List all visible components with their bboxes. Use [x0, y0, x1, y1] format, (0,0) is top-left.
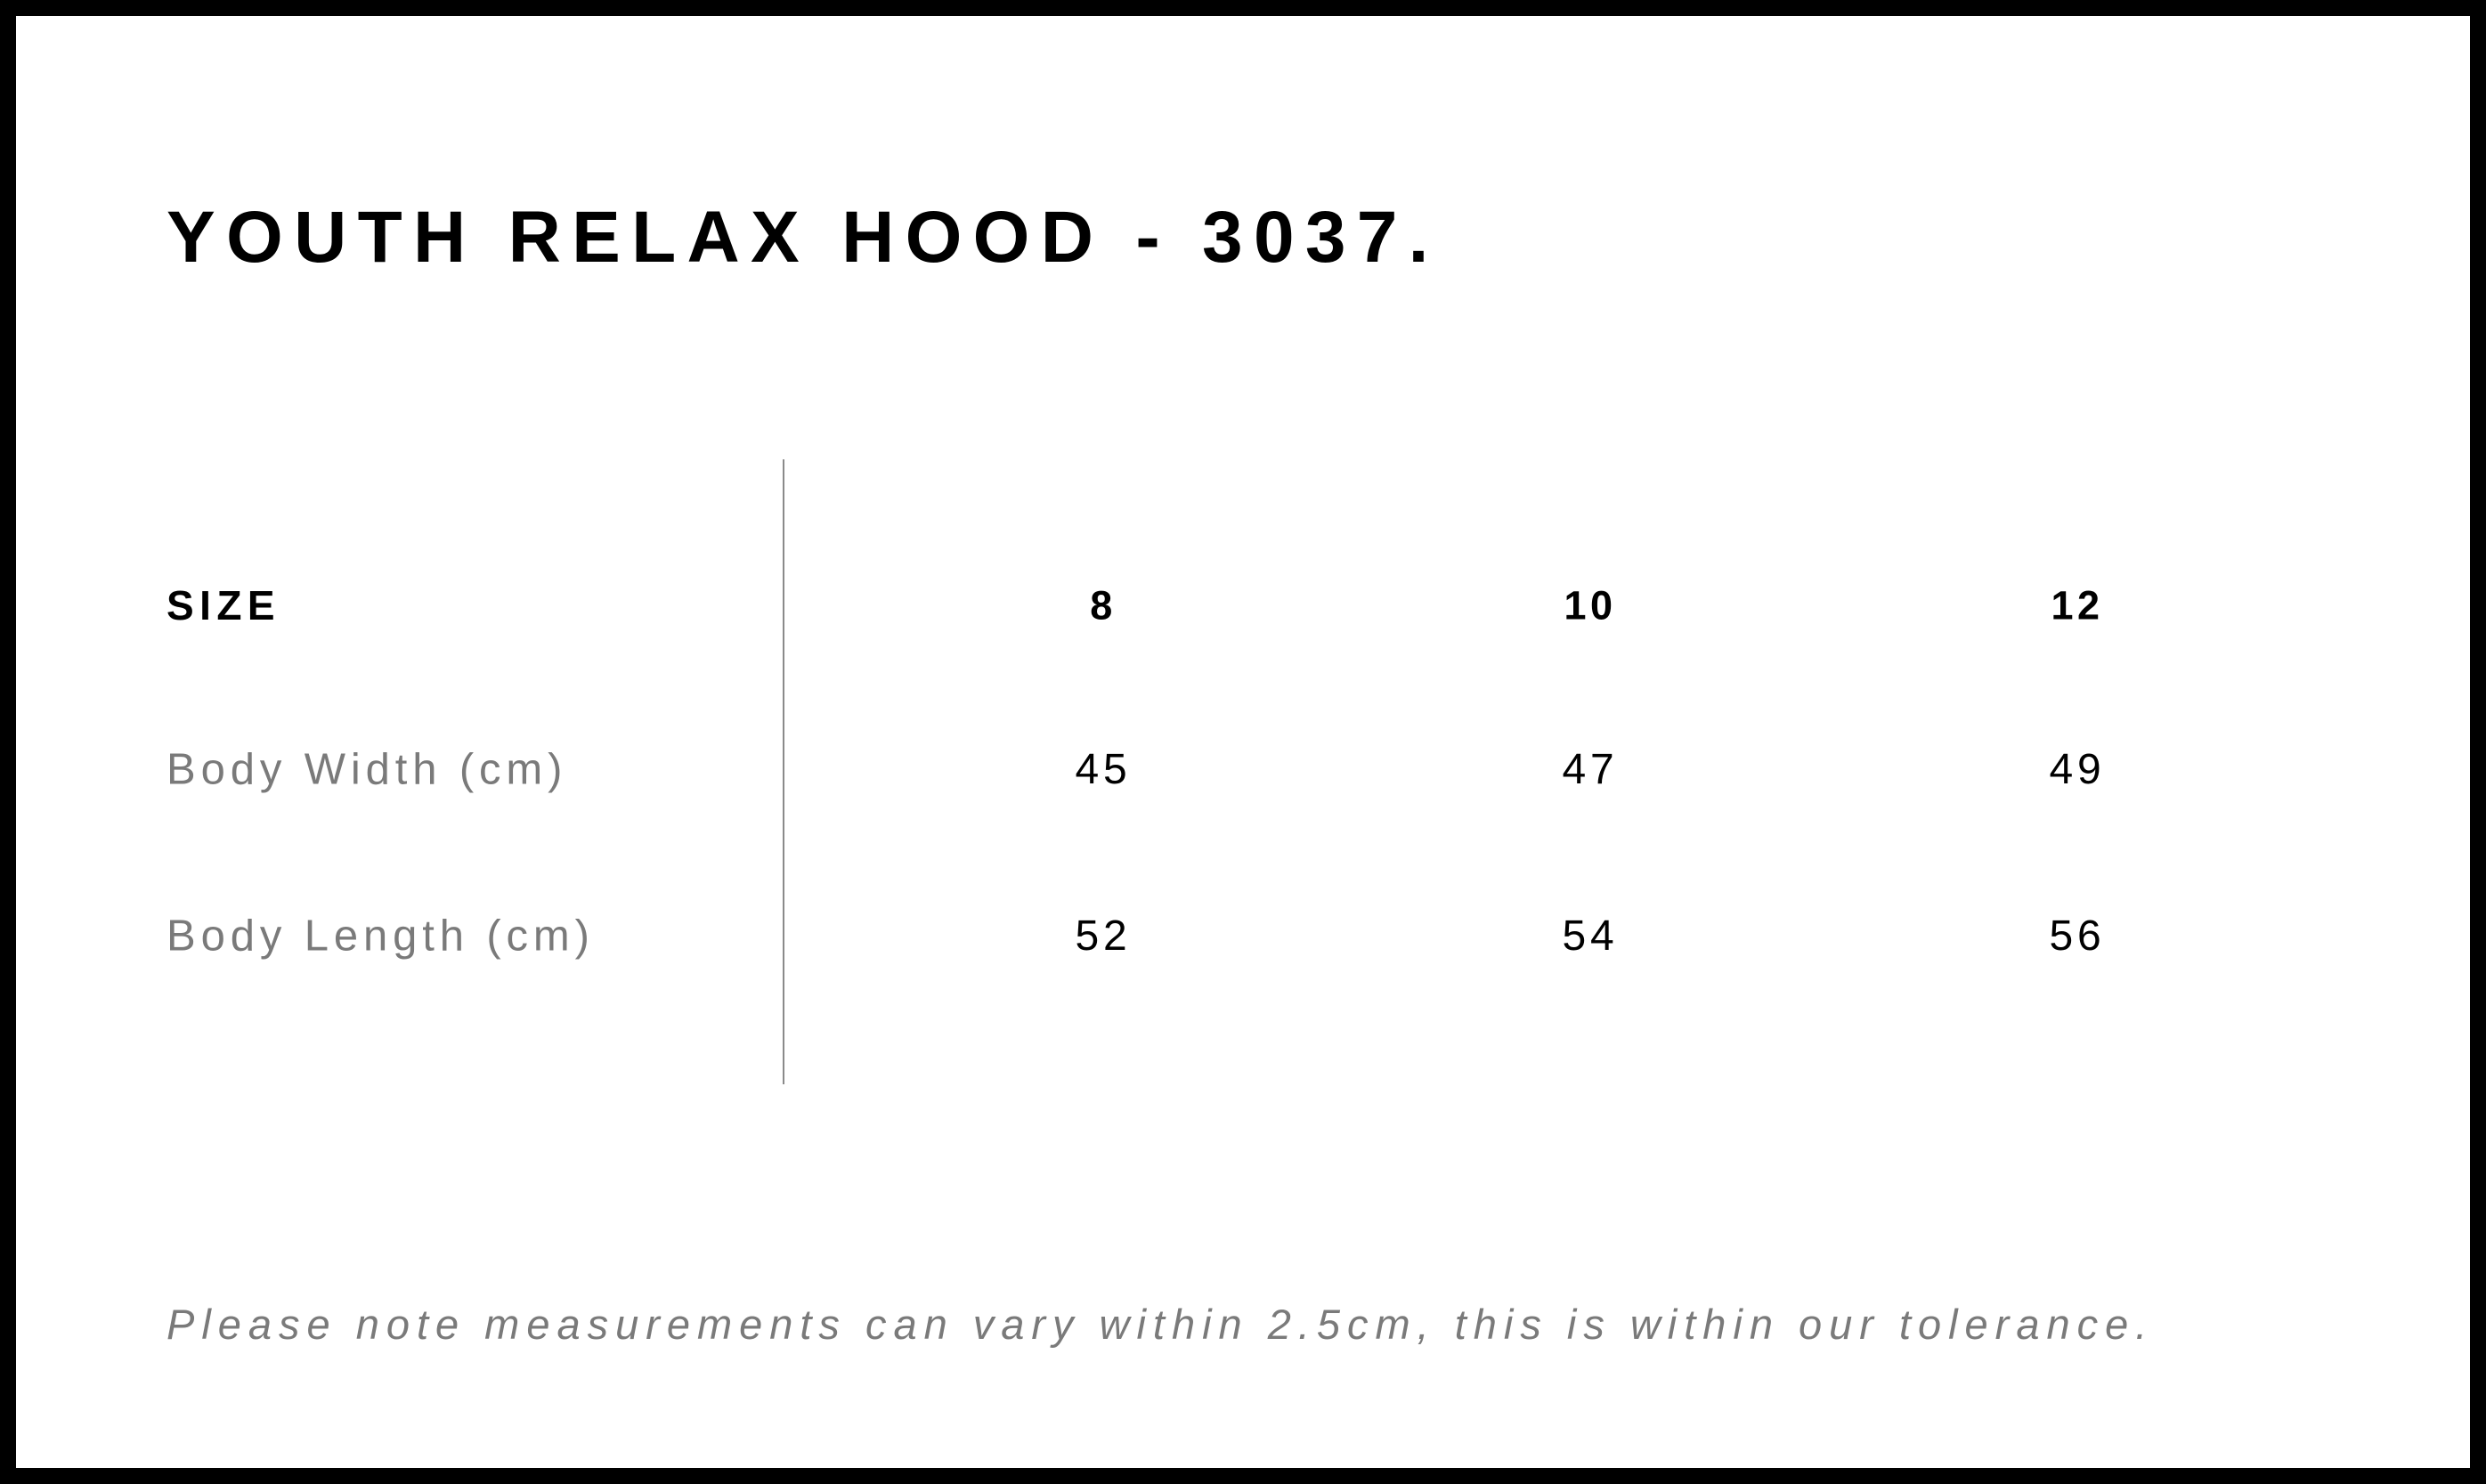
size-header-label: SIZE — [167, 582, 281, 628]
tolerance-note: Please note measurements can vary within… — [167, 1301, 2155, 1348]
page-title: YOUTH RELAX HOOD - 3037. — [167, 197, 1440, 278]
body-width-10: 47 — [1562, 746, 1619, 793]
body-width-8: 45 — [1075, 746, 1132, 793]
size-header-10: 10 — [1564, 582, 1617, 628]
size-header-12: 12 — [2051, 582, 2104, 628]
size-header-8: 8 — [1090, 582, 1117, 628]
body-length-8: 52 — [1075, 912, 1132, 960]
body-length-10: 54 — [1562, 912, 1619, 960]
size-chart-card: YOUTH RELAX HOOD - 3037. SIZE 8 10 12 Bo… — [16, 16, 2470, 1468]
body-length-12: 56 — [2049, 912, 2106, 960]
body-length-label: Body Length (cm) — [167, 912, 595, 961]
column-divider — [783, 459, 784, 1084]
body-width-label: Body Width (cm) — [167, 745, 568, 794]
body-width-12: 49 — [2049, 746, 2106, 793]
